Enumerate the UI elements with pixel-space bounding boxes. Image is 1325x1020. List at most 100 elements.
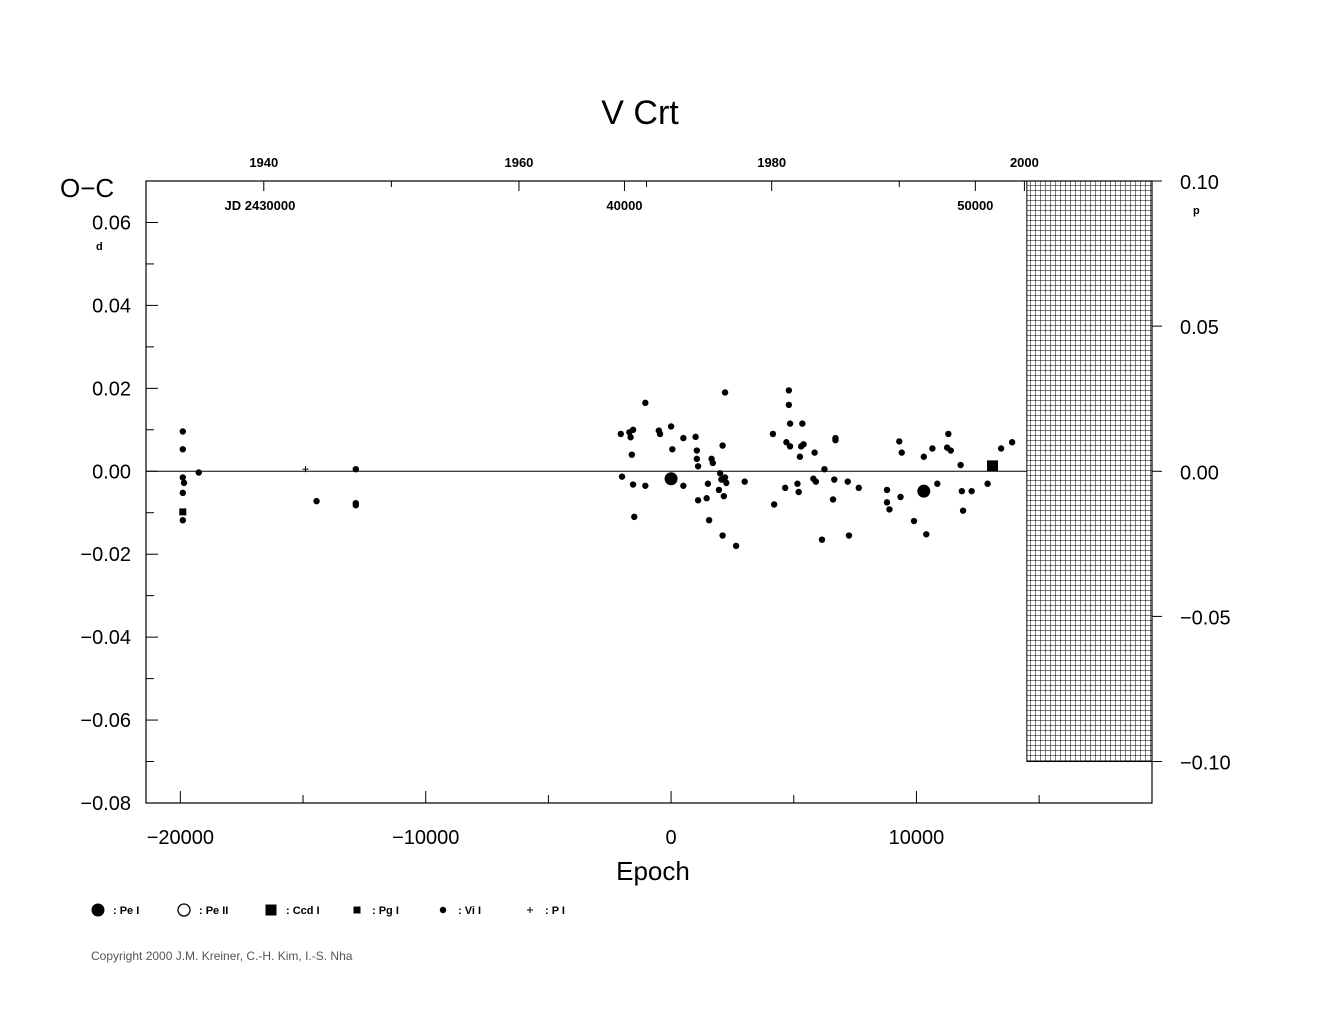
data-point	[811, 449, 818, 456]
data-point	[855, 484, 862, 492]
legend-marker	[177, 903, 191, 917]
legend-marker	[439, 906, 447, 914]
data-point	[352, 502, 359, 509]
legend-label: : Vi I	[458, 905, 481, 917]
tick-labels: −20000 −10000 0 10000 0.06 0.04 0.02 0.00 −0.02 −…	[80, 172, 1230, 849]
data-point	[795, 488, 802, 496]
data-point	[721, 474, 729, 481]
y2-tick-label: 0.05	[1180, 317, 1219, 339]
data-point	[352, 465, 359, 473]
data-point	[785, 401, 793, 409]
data-point	[883, 486, 891, 494]
data-point	[693, 447, 701, 454]
year-label: 1960	[504, 155, 533, 170]
legend-item: : P I	[527, 905, 565, 917]
data-point	[302, 466, 309, 473]
legend: : Pe I: Pe II: Ccd I: Pg I: Vi I: P I	[91, 903, 565, 917]
data-point	[910, 517, 918, 525]
jd-label: 50000	[957, 198, 993, 213]
data-point	[669, 446, 676, 453]
data-point	[723, 479, 730, 487]
data-point	[313, 497, 320, 505]
data-point	[800, 441, 807, 448]
data-point	[179, 508, 187, 516]
data-point	[947, 447, 954, 454]
legend-label: : Pg I	[372, 905, 399, 917]
legend-marker	[91, 903, 105, 917]
data-point	[898, 449, 905, 456]
y-tick-label: 0.06	[92, 212, 131, 234]
y-tick-label: −0.08	[80, 793, 131, 815]
data-point	[945, 430, 952, 438]
legend-item: : Pe II	[177, 903, 228, 917]
legend-label: : Ccd I	[286, 905, 320, 917]
x-tick-label: 10000	[889, 827, 945, 849]
data-point	[923, 531, 930, 538]
data-point	[692, 433, 699, 441]
data-point	[1008, 439, 1016, 446]
data-point	[703, 495, 710, 502]
data-point	[799, 420, 806, 427]
data-point	[705, 516, 713, 524]
data-point	[179, 516, 187, 524]
data-point	[920, 453, 928, 460]
data-point	[694, 463, 702, 470]
data-point	[796, 453, 804, 460]
data-point	[715, 486, 723, 494]
year-label: 1980	[757, 155, 786, 170]
y-unit-label: d	[96, 241, 103, 253]
data-point	[628, 451, 636, 458]
jd-label: JD 2430000	[225, 198, 296, 213]
y2-tick-label: 0.00	[1180, 462, 1219, 484]
data-point	[656, 430, 664, 438]
hatched-region	[1026, 180, 1153, 763]
data-point	[618, 473, 626, 480]
y-axis-label: O−C	[60, 173, 114, 203]
data-point	[917, 484, 931, 498]
data-point	[769, 430, 777, 438]
data-point	[693, 455, 701, 463]
jd-label: 40000	[606, 198, 642, 213]
data-point	[832, 434, 839, 442]
data-point	[719, 532, 726, 539]
x-tick-label: 0	[666, 827, 677, 849]
plot-frame	[145, 180, 1153, 804]
copyright-text: Copyright 2000 J.M. Kreiner, C.-H. Kim, …	[91, 949, 353, 963]
y-tick-label: −0.04	[80, 627, 131, 649]
axis-ticks	[146, 180, 1162, 804]
y-tick-label: −0.02	[80, 544, 131, 566]
year-label: 2000	[1010, 155, 1039, 170]
data-point	[957, 461, 964, 469]
data-point	[958, 487, 966, 495]
data-point	[818, 536, 826, 543]
x-axis-label: Epoch	[616, 856, 690, 886]
legend-marker	[353, 906, 361, 914]
data-point	[721, 389, 729, 396]
data-point	[694, 497, 702, 504]
y-tick-label: 0.04	[92, 295, 131, 317]
data-point	[785, 387, 793, 394]
data-point	[896, 438, 903, 445]
y2-tick-label: 0.10	[1180, 172, 1219, 194]
data-point	[629, 481, 637, 488]
data-point	[631, 513, 638, 521]
data-point	[829, 496, 837, 503]
data-point	[642, 399, 649, 407]
data-point	[929, 445, 936, 452]
legend-label: : P I	[545, 905, 565, 917]
top-labels: 1940 1960 1980 2000 JD 2430000 40000 50000	[225, 155, 1039, 213]
data-point	[831, 476, 838, 483]
y-tick-label: 0.00	[92, 461, 131, 483]
legend-item: : Ccd I	[265, 904, 320, 917]
data-point	[179, 428, 187, 435]
data-point	[968, 487, 975, 495]
data-point	[179, 446, 187, 453]
data-point	[783, 439, 790, 446]
data-point	[786, 443, 794, 450]
chart-title: V Crt	[601, 94, 679, 132]
data-point	[821, 465, 828, 473]
data-point	[629, 426, 637, 433]
data-point	[812, 478, 820, 485]
data-point	[934, 480, 941, 487]
